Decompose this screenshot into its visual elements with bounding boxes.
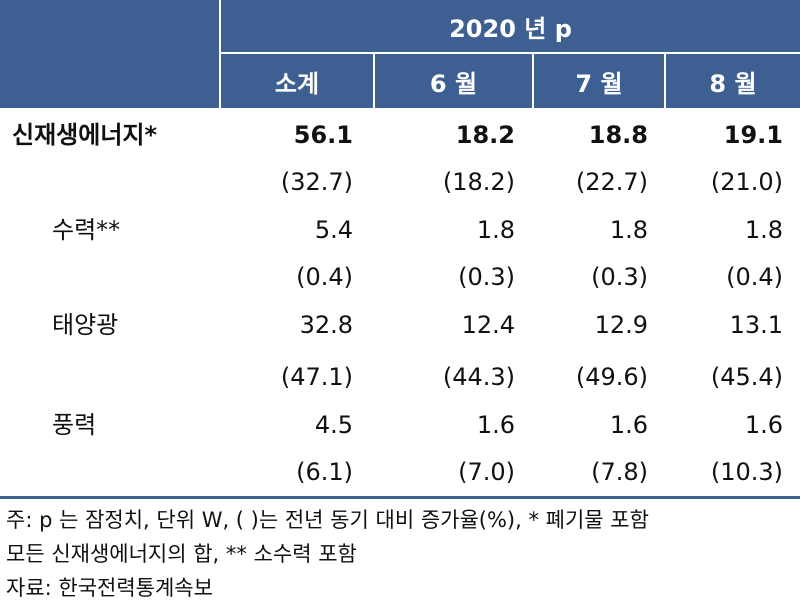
cell-value: 1.6 (609, 411, 648, 439)
cell-value: (44.3) (442, 363, 515, 391)
cell-value: 5.4 (314, 216, 353, 244)
header-col-june: 6 월 (375, 54, 532, 108)
cell-value: (0.3) (591, 263, 648, 291)
cell-value: 1.8 (609, 216, 648, 244)
cell-value: (7.8) (591, 458, 648, 486)
table-row: (32.7) (18.2) (22.7) (21.0) (0, 158, 800, 206)
table-row: (0.4) (0.3) (0.3) (0.4) (0, 253, 800, 301)
cell-value: (7.0) (458, 458, 515, 486)
header-col-august: 8 월 (666, 54, 800, 108)
table-header: 2020 년 p 소계 6 월 7 월 8 월 (0, 0, 800, 108)
row-label: 수력** (52, 216, 121, 244)
cell-value: (10.3) (710, 458, 783, 486)
cell-value: 56.1 (293, 121, 353, 149)
table-row: 풍력 4.5 1.6 1.6 1.6 (0, 401, 800, 449)
cell-value: 13.1 (729, 311, 783, 339)
table-row: 신재생에너지* 56.1 18.2 18.8 19.1 (0, 111, 800, 159)
cell-value: 32.8 (299, 311, 353, 339)
note-line: 모든 신재생에너지의 합, ** 소수력 포함 (6, 542, 357, 566)
cell-value: (32.7) (280, 168, 353, 196)
cell-value: (21.0) (710, 168, 783, 196)
header-col-subtotal: 소계 (221, 54, 373, 108)
table-row: (47.1) (44.3) (49.6) (45.4) (0, 353, 800, 401)
header-corner (0, 0, 219, 108)
cell-value: 12.4 (461, 311, 515, 339)
cell-value: 12.9 (594, 311, 648, 339)
header-year: 2020 년 p (221, 0, 800, 52)
source-line: 자료: 한국전력통계속보 (6, 576, 213, 600)
row-label: 신재생에너지* (12, 121, 158, 149)
cell-value: 18.8 (588, 121, 648, 149)
cell-value: 19.1 (723, 121, 783, 149)
table-row: (6.1) (7.0) (7.8) (10.3) (0, 448, 800, 496)
cell-value: (49.6) (575, 363, 648, 391)
cell-value: (0.3) (458, 263, 515, 291)
table-row: 태양광 32.8 12.4 12.9 13.1 (0, 301, 800, 349)
cell-value: (6.1) (296, 458, 353, 486)
cell-value: 1.8 (476, 216, 515, 244)
cell-value: 4.5 (314, 411, 353, 439)
row-label: 태양광 (52, 311, 119, 339)
row-label: 풍력 (52, 411, 97, 439)
cell-value: 1.6 (744, 411, 783, 439)
table-notes: 주: p 는 잠정치, 단위 W, ( )는 전년 동기 대비 증가율(%), … (6, 503, 649, 605)
cell-value: (0.4) (296, 263, 353, 291)
cell-value: (0.4) (726, 263, 783, 291)
cell-value: (18.2) (442, 168, 515, 196)
cell-value: 1.8 (744, 216, 783, 244)
cell-value: (47.1) (280, 363, 353, 391)
header-col-july: 7 월 (534, 54, 664, 108)
cell-value: 1.6 (476, 411, 515, 439)
cell-value: 18.2 (455, 121, 515, 149)
note-line: 주: p 는 잠정치, 단위 W, ( )는 전년 동기 대비 증가율(%), … (6, 508, 649, 532)
table-row: 수력** 5.4 1.8 1.8 1.8 (0, 206, 800, 254)
table-bottom-rule (0, 496, 800, 499)
cell-value: (22.7) (575, 168, 648, 196)
cell-value: (45.4) (710, 363, 783, 391)
